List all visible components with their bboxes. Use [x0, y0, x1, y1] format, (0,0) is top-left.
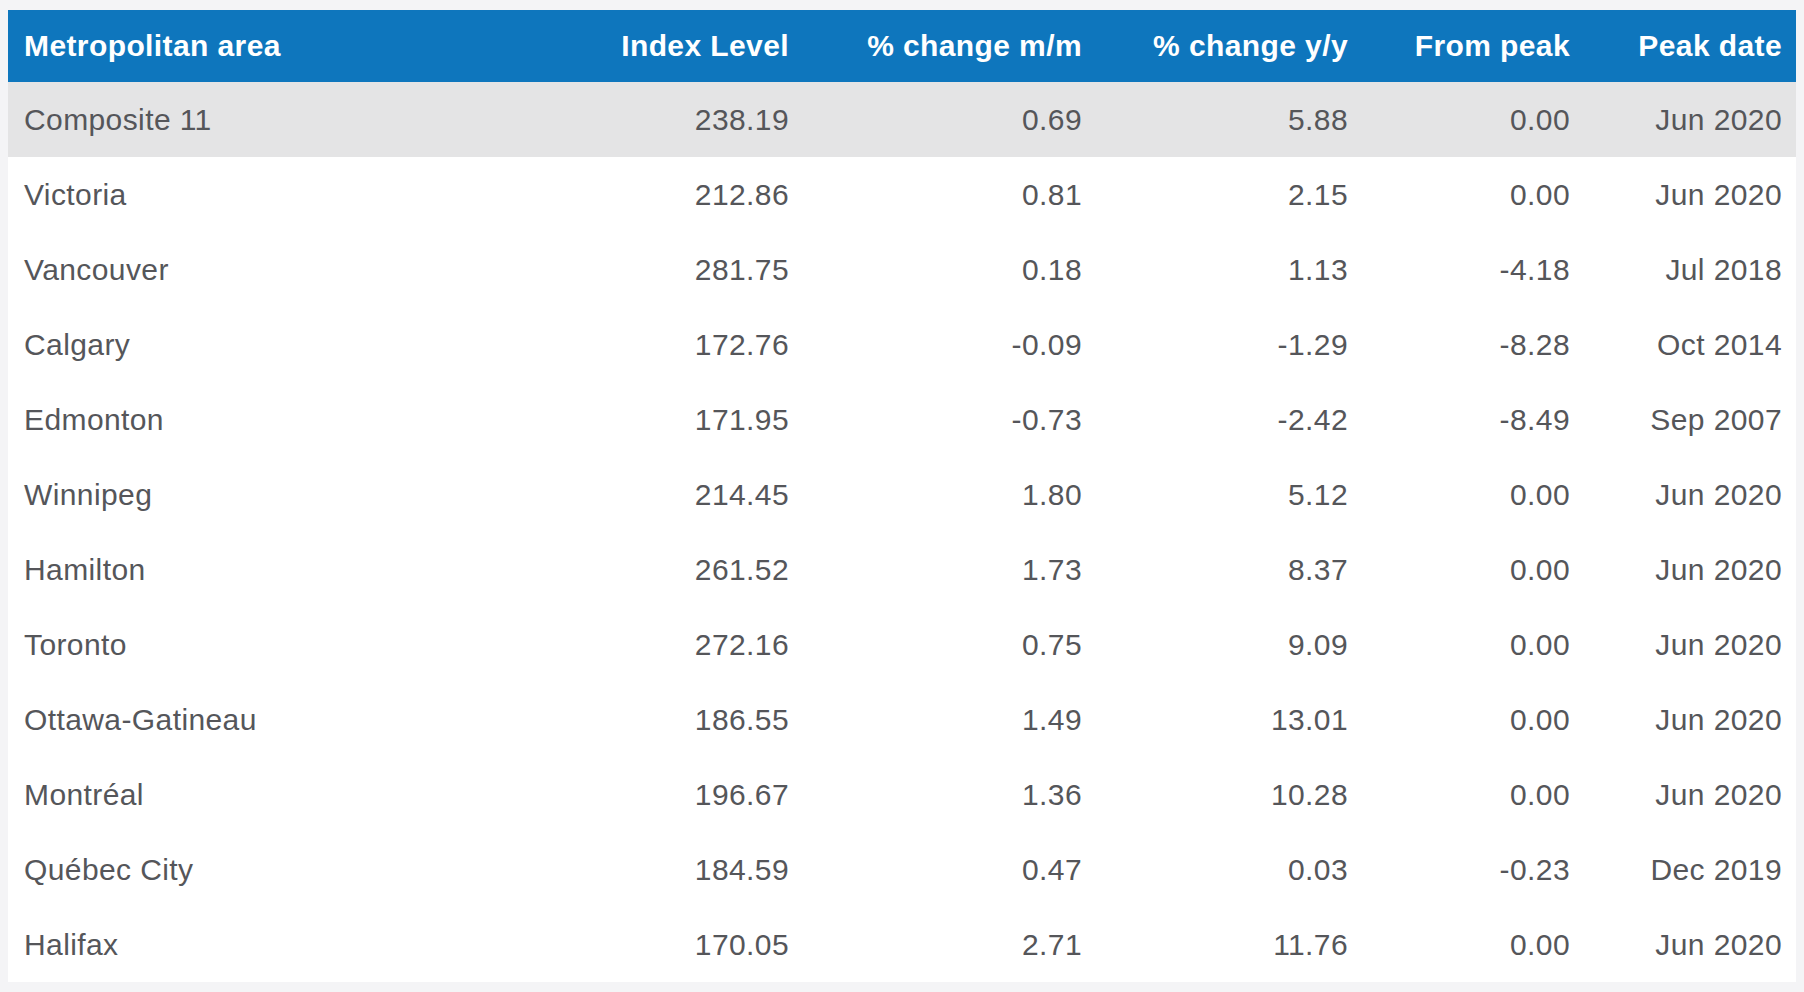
cell-pct-change-mm: 1.49 [805, 703, 1098, 737]
cell-pct-change-yy: -1.29 [1098, 328, 1364, 362]
table-row-vancouver: Vancouver 281.75 0.18 1.13 -4.18 Jul 201… [8, 232, 1796, 307]
column-header-pct-change-mm: % change m/m [805, 29, 1098, 63]
cell-pct-change-mm: 1.36 [805, 778, 1098, 812]
cell-area: Calgary [8, 328, 600, 362]
cell-area: Halifax [8, 928, 600, 962]
cell-from-peak: -8.28 [1364, 328, 1586, 362]
cell-pct-change-yy: 1.13 [1098, 253, 1364, 287]
cell-pct-change-mm: 0.75 [805, 628, 1098, 662]
cell-pct-change-mm: -0.09 [805, 328, 1098, 362]
cell-pct-change-mm: 0.47 [805, 853, 1098, 887]
cell-peak-date: Jul 2018 [1586, 253, 1796, 287]
table-row-montreal: Montréal 196.67 1.36 10.28 0.00 Jun 2020 [8, 757, 1796, 832]
table-row-hamilton: Hamilton 261.52 1.73 8.37 0.00 Jun 2020 [8, 532, 1796, 607]
cell-index-level: 186.55 [600, 703, 805, 737]
cell-area: Vancouver [8, 253, 600, 287]
cell-peak-date: Jun 2020 [1586, 553, 1796, 587]
cell-from-peak: -8.49 [1364, 403, 1586, 437]
cell-index-level: 184.59 [600, 853, 805, 887]
column-header-index-level: Index Level [600, 29, 805, 63]
cell-peak-date: Jun 2020 [1586, 478, 1796, 512]
cell-pct-change-mm: 0.69 [805, 103, 1098, 137]
cell-peak-date: Oct 2014 [1586, 328, 1796, 362]
cell-pct-change-yy: 0.03 [1098, 853, 1364, 887]
page: Metropolitan area Index Level % change m… [0, 0, 1804, 992]
column-header-from-peak: From peak [1364, 29, 1586, 63]
column-header-pct-change-yy: % change y/y [1098, 29, 1364, 63]
cell-pct-change-mm: 2.71 [805, 928, 1098, 962]
table-header-row: Metropolitan area Index Level % change m… [8, 10, 1796, 82]
cell-area: Composite 11 [8, 103, 600, 137]
cell-from-peak: -0.23 [1364, 853, 1586, 887]
cell-index-level: 171.95 [600, 403, 805, 437]
cell-index-level: 214.45 [600, 478, 805, 512]
cell-from-peak: -4.18 [1364, 253, 1586, 287]
cell-area: Winnipeg [8, 478, 600, 512]
cell-pct-change-yy: 5.12 [1098, 478, 1364, 512]
cell-peak-date: Jun 2020 [1586, 103, 1796, 137]
cell-area: Québec City [8, 853, 600, 887]
house-price-index-table: Metropolitan area Index Level % change m… [8, 10, 1796, 982]
cell-pct-change-yy: 10.28 [1098, 778, 1364, 812]
cell-peak-date: Sep 2007 [1586, 403, 1796, 437]
table-row-edmonton: Edmonton 171.95 -0.73 -2.42 -8.49 Sep 20… [8, 382, 1796, 457]
cell-index-level: 170.05 [600, 928, 805, 962]
table-row-victoria: Victoria 212.86 0.81 2.15 0.00 Jun 2020 [8, 157, 1796, 232]
table-row-calgary: Calgary 172.76 -0.09 -1.29 -8.28 Oct 201… [8, 307, 1796, 382]
table-row-winnipeg: Winnipeg 214.45 1.80 5.12 0.00 Jun 2020 [8, 457, 1796, 532]
cell-pct-change-yy: 8.37 [1098, 553, 1364, 587]
cell-pct-change-mm: 1.80 [805, 478, 1098, 512]
cell-area: Ottawa-Gatineau [8, 703, 600, 737]
cell-pct-change-yy: 2.15 [1098, 178, 1364, 212]
cell-from-peak: 0.00 [1364, 103, 1586, 137]
cell-pct-change-mm: 1.73 [805, 553, 1098, 587]
cell-peak-date: Jun 2020 [1586, 703, 1796, 737]
cell-peak-date: Jun 2020 [1586, 778, 1796, 812]
table-row-ottawa-gatineau: Ottawa-Gatineau 186.55 1.49 13.01 0.00 J… [8, 682, 1796, 757]
table-row-toronto: Toronto 272.16 0.75 9.09 0.00 Jun 2020 [8, 607, 1796, 682]
cell-area: Edmonton [8, 403, 600, 437]
cell-from-peak: 0.00 [1364, 478, 1586, 512]
column-header-peak-date: Peak date [1586, 29, 1796, 63]
cell-from-peak: 0.00 [1364, 553, 1586, 587]
cell-from-peak: 0.00 [1364, 928, 1586, 962]
cell-index-level: 281.75 [600, 253, 805, 287]
cell-pct-change-yy: -2.42 [1098, 403, 1364, 437]
cell-peak-date: Jun 2020 [1586, 928, 1796, 962]
cell-pct-change-yy: 13.01 [1098, 703, 1364, 737]
cell-pct-change-yy: 5.88 [1098, 103, 1364, 137]
cell-area: Toronto [8, 628, 600, 662]
cell-pct-change-yy: 9.09 [1098, 628, 1364, 662]
cell-index-level: 172.76 [600, 328, 805, 362]
cell-area: Montréal [8, 778, 600, 812]
cell-pct-change-mm: 0.18 [805, 253, 1098, 287]
cell-index-level: 212.86 [600, 178, 805, 212]
table-row-quebec-city: Québec City 184.59 0.47 0.03 -0.23 Dec 2… [8, 832, 1796, 907]
cell-area: Victoria [8, 178, 600, 212]
cell-index-level: 261.52 [600, 553, 805, 587]
cell-peak-date: Dec 2019 [1586, 853, 1796, 887]
cell-peak-date: Jun 2020 [1586, 178, 1796, 212]
cell-from-peak: 0.00 [1364, 703, 1586, 737]
cell-peak-date: Jun 2020 [1586, 628, 1796, 662]
cell-index-level: 272.16 [600, 628, 805, 662]
cell-from-peak: 0.00 [1364, 178, 1586, 212]
column-header-metropolitan-area: Metropolitan area [8, 29, 600, 63]
cell-pct-change-yy: 11.76 [1098, 928, 1364, 962]
cell-area: Hamilton [8, 553, 600, 587]
cell-from-peak: 0.00 [1364, 778, 1586, 812]
cell-pct-change-mm: 0.81 [805, 178, 1098, 212]
cell-index-level: 238.19 [600, 103, 805, 137]
cell-pct-change-mm: -0.73 [805, 403, 1098, 437]
table-row-composite-11: Composite 11 238.19 0.69 5.88 0.00 Jun 2… [8, 82, 1796, 157]
cell-index-level: 196.67 [600, 778, 805, 812]
cell-from-peak: 0.00 [1364, 628, 1586, 662]
table-row-halifax: Halifax 170.05 2.71 11.76 0.00 Jun 2020 [8, 907, 1796, 982]
